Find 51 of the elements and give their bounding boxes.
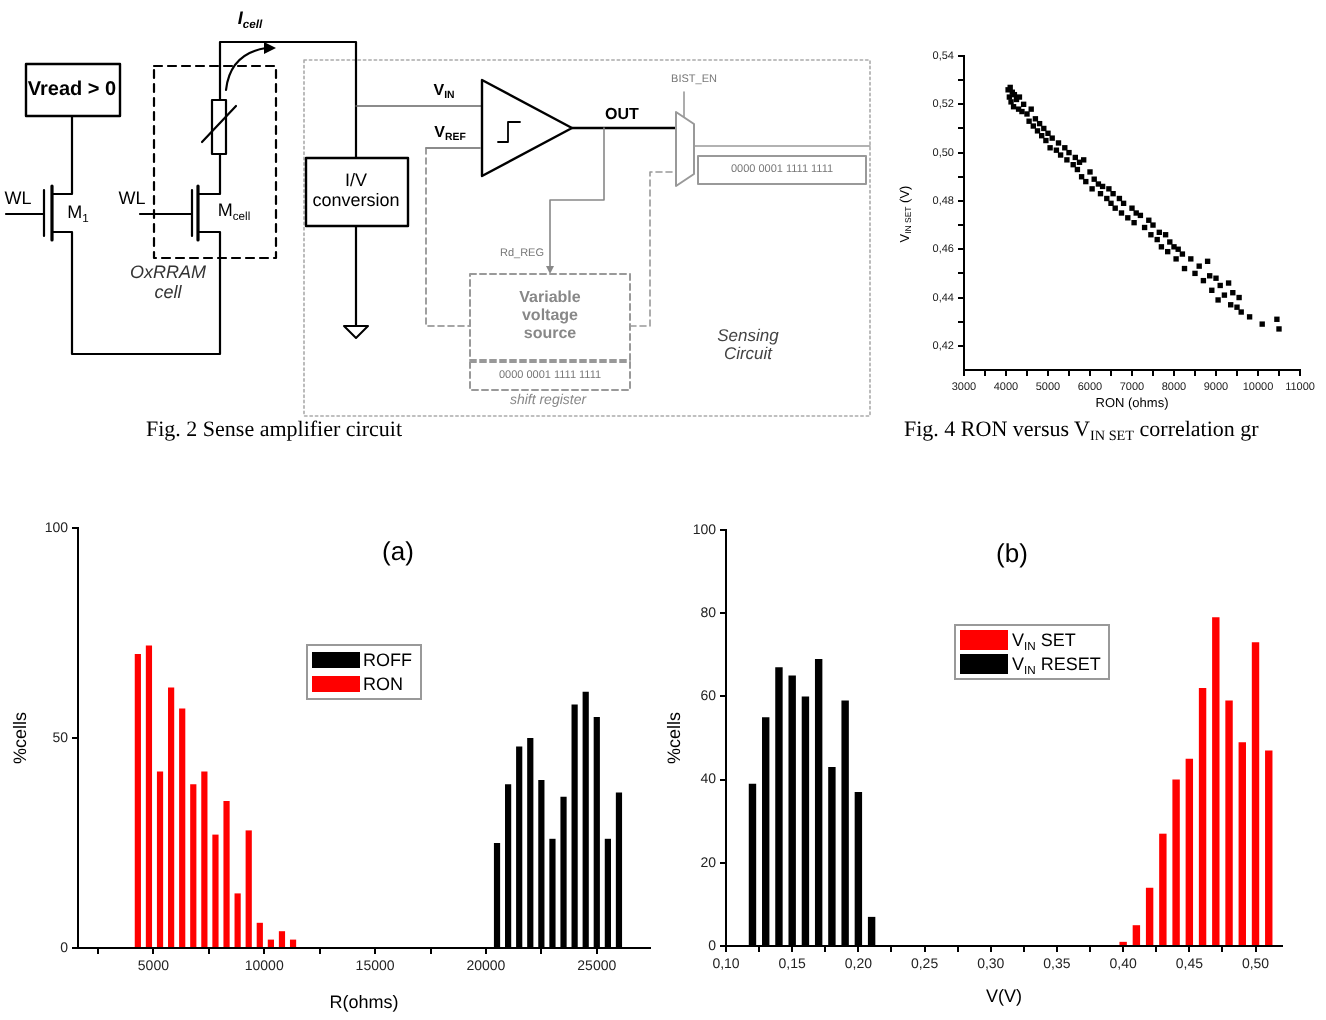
text: M$_{cell}$ [217, 200, 251, 224]
text: I$_{cell}$ [237, 8, 263, 32]
bar [212, 834, 219, 947]
bar [1251, 642, 1260, 945]
bar [1198, 688, 1207, 945]
text: Sensing Circuit [717, 325, 779, 365]
bar [278, 931, 286, 947]
bar [1132, 925, 1141, 945]
bar [234, 893, 241, 947]
text: Variable voltage source [519, 287, 581, 343]
chart-title: (b) [996, 537, 1028, 569]
text: OUT [605, 105, 639, 125]
text: V$_{REF}$ [434, 123, 466, 145]
x-axis-title: V(V) [986, 986, 1022, 1008]
text: OxRRAM cell [130, 262, 206, 304]
text: Vread > 0 [27, 79, 117, 101]
chart-title: (a) [382, 535, 414, 567]
caption: Fig. 4 RON versus V$_{IN SET}$ correlation gr [904, 417, 1259, 445]
bar [168, 687, 175, 947]
text: M$_{1}$ [67, 202, 89, 226]
caption: Fig. 2 Sense amplifier circuit [146, 417, 402, 443]
bar [201, 771, 208, 947]
legend-label: ROFF [363, 650, 412, 670]
bar [1225, 700, 1233, 945]
text: V$_{IN}$ [433, 81, 455, 103]
y-axis-title: %cells [664, 711, 686, 765]
text: WL [4, 188, 32, 210]
bar [134, 654, 141, 947]
bar [1172, 779, 1180, 945]
bar [190, 784, 197, 947]
bar [256, 922, 263, 947]
bar [1212, 617, 1220, 945]
bar [223, 801, 230, 947]
bar [145, 645, 153, 947]
bar [1159, 833, 1167, 945]
bar [289, 939, 297, 947]
bar [1265, 750, 1273, 945]
legend-label: V$_{IN}$ SET [1012, 630, 1076, 654]
bar [1145, 887, 1154, 945]
bar [267, 939, 274, 947]
legend-label: V$_{IN}$ RESET [1012, 654, 1101, 678]
text: WL [118, 188, 146, 210]
text: I/V conversion [312, 170, 400, 212]
bar [156, 771, 164, 947]
x-axis-title: R(ohms) [329, 992, 399, 1014]
bar [1238, 742, 1246, 945]
bar [179, 708, 186, 947]
bar [245, 830, 252, 947]
bar [1185, 758, 1194, 945]
legend-label: RON [363, 674, 403, 694]
y-axis-title: %cells [10, 711, 32, 765]
